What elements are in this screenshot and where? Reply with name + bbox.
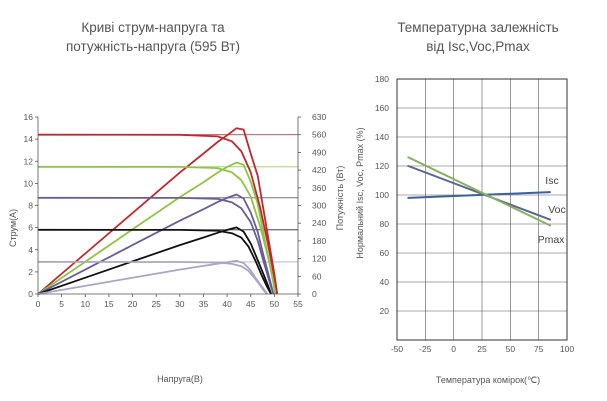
- pv-curve: [37, 193, 275, 295]
- pv-curve: [37, 127, 279, 295]
- temp-y-tick-label: 80: [380, 219, 390, 229]
- iv-chart-title-line-1: Криві струм-напруга та: [81, 20, 225, 35]
- iv-x-tick-labels: 0 5 10 15 20 25 30 35 40 45 50 55: [36, 294, 303, 309]
- temp-series-line-pmax: [407, 156, 551, 227]
- temp-y-tick-label: 140: [375, 132, 389, 142]
- temp-y-tick-label: 100: [375, 190, 389, 200]
- iv-y2-tick-label: 120: [312, 254, 326, 264]
- iv-chart-title-line-2: потужність-напруга (595 Вт): [66, 39, 240, 54]
- temperature-chart: Температурна залежність від Isc,Voc,Pmax…: [355, 20, 574, 385]
- iv-x-tick-label: 45: [246, 299, 256, 309]
- temp-y-tick-label: 40: [380, 277, 390, 287]
- iv-y-tick-label: 14: [24, 134, 34, 144]
- iv-x-tick-label: 35: [199, 299, 209, 309]
- temp-x-tick-label: 100: [560, 344, 574, 354]
- iv-y2-tick-label: 490: [312, 147, 326, 157]
- temp-y-tick-label: 120: [375, 161, 389, 171]
- temp-series: Isc Voc Pmax: [407, 156, 566, 246]
- iv-x-tick-label: 20: [128, 299, 138, 309]
- temp-x-axis-label: Температура комірок(℃): [436, 375, 540, 385]
- iv-x-tick-label: 15: [104, 299, 114, 309]
- iv-y-tick-label: 6: [28, 223, 33, 233]
- iv-pv-chart: Криві струм-напруга та потужність-напруг…: [8, 20, 345, 384]
- temp-x-tick-label: 0: [451, 344, 456, 354]
- temp-chart-title-line-1: Температурна залежність: [397, 20, 558, 35]
- iv-y-tick-label: 12: [24, 156, 34, 166]
- iv-x-tick-label: 0: [36, 299, 41, 309]
- iv-y2-tick-label: 300: [312, 201, 326, 211]
- temp-y-tick-label: 60: [380, 248, 390, 258]
- iv-y2-axis-label: Потужність (Вт): [335, 166, 345, 231]
- temp-grid: [397, 79, 567, 340]
- iv-y-tick-label: 0: [28, 289, 33, 299]
- iv-x-tick-label: 10: [81, 299, 91, 309]
- temp-series-label-isc: Isc: [545, 175, 558, 187]
- iv-curve: [37, 261, 268, 295]
- temp-series-line-isc: [407, 191, 551, 199]
- iv-y2-tick-labels: 0 60 120 180 240 300 360 420 490 560 630: [298, 112, 326, 299]
- iv-y2-tick-label: 60: [312, 271, 322, 281]
- pv-curve: [37, 226, 272, 295]
- iv-y2-tick-label: 560: [312, 130, 326, 140]
- temp-plot-frame: [396, 78, 568, 341]
- iv-y-axis-label: Струм(A): [8, 209, 18, 247]
- iv-y2-tick-label: 240: [312, 218, 326, 228]
- iv-curves: [37, 133, 279, 295]
- temp-chart-title-line-2: від Isc,Voc,Pmax: [426, 39, 530, 54]
- pv-curve: [37, 259, 269, 295]
- iv-curve: [37, 165, 277, 295]
- temp-y-tick-labels: 20 40 60 80 100 120 140 160 180: [375, 74, 389, 316]
- iv-y2-tick-label: 180: [312, 236, 326, 246]
- iv-y2-tick-label: 420: [312, 165, 326, 175]
- temp-x-tick-label: -50: [391, 344, 404, 354]
- iv-x-tick-label: 5: [59, 299, 64, 309]
- iv-curve: [37, 133, 279, 295]
- iv-curve: [37, 196, 275, 295]
- iv-y-tick-label: 4: [28, 245, 33, 255]
- temp-y-tick-label: 160: [375, 103, 389, 113]
- temp-series-label-pmax: Pmax: [538, 234, 566, 246]
- iv-x-tick-label: 55: [293, 299, 303, 309]
- temp-y-tick-label: 20: [380, 306, 390, 316]
- iv-y2-tick-label: 360: [312, 183, 326, 193]
- iv-x-axis-label: Напруга(В): [157, 374, 203, 384]
- iv-curve: [37, 228, 272, 295]
- temp-x-tick-label: 25: [477, 344, 487, 354]
- temp-x-tick-label: -25: [419, 344, 432, 354]
- temp-x-tick-label: 75: [534, 344, 544, 354]
- temp-y-axis-label: Нормальний Isc, Voc, Pmax (%): [355, 127, 365, 258]
- iv-y2-tick-label: 0: [312, 289, 317, 299]
- iv-y-tick-labels: 0 2 4 6 8 10 12 14 16: [24, 112, 38, 299]
- iv-x-tick-label: 40: [222, 299, 232, 309]
- iv-y-tick-label: 8: [28, 201, 33, 211]
- iv-y-tick-label: 10: [24, 178, 34, 188]
- temp-x-tick-labels: -50 -25 0 25 50 75 100: [391, 344, 575, 354]
- temp-x-tick-label: 50: [506, 344, 516, 354]
- temp-series-line-voc: [407, 165, 551, 221]
- iv-x-tick-label: 25: [151, 299, 161, 309]
- iv-y-tick-label: 16: [24, 112, 34, 122]
- temp-y-tick-label: 180: [375, 74, 389, 84]
- iv-x-tick-label: 30: [175, 299, 185, 309]
- temp-series-label-voc: Voc: [548, 204, 566, 216]
- iv-x-tick-label: 50: [270, 299, 280, 309]
- iv-y-tick-label: 2: [28, 267, 33, 277]
- iv-y2-tick-label: 630: [312, 112, 326, 122]
